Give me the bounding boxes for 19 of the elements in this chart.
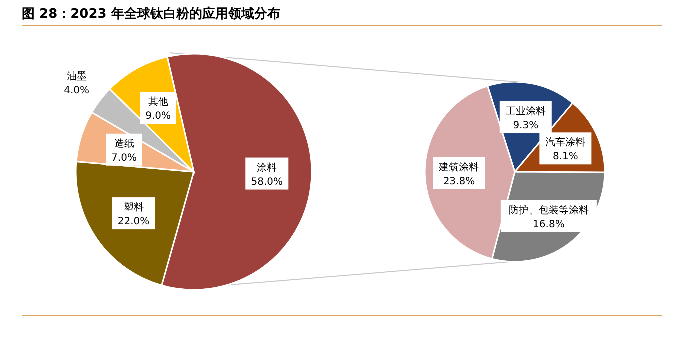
slice-label: 建筑涂料 <box>438 161 480 174</box>
slice-label: 其他 <box>148 96 168 108</box>
data-label: 7.0% <box>112 152 137 164</box>
data-label: 16.8% <box>533 219 565 230</box>
data-label: 4.0% <box>64 85 90 96</box>
slice-label: 工业涂料 <box>506 105 546 118</box>
slice-label: 塑料 <box>124 202 144 214</box>
data-label: 9.0% <box>146 111 172 122</box>
data-label: 22.0% <box>118 216 150 228</box>
slice-label: 涂料 <box>257 162 278 174</box>
slice-label: 汽车涂料 <box>546 136 586 149</box>
data-label: 9.3% <box>513 120 539 132</box>
slice-label: 油墨 <box>66 70 87 82</box>
slice-label: 造纸 <box>114 138 134 150</box>
chart-title: 图 28：2023 年全球钛白粉的应用领域分布 <box>22 6 280 23</box>
data-label: 23.8% <box>443 176 476 188</box>
slice-label: 防护、包装等涂料 <box>508 204 589 216</box>
data-label: 58.0% <box>251 176 284 188</box>
data-label: 8.1% <box>552 152 578 163</box>
